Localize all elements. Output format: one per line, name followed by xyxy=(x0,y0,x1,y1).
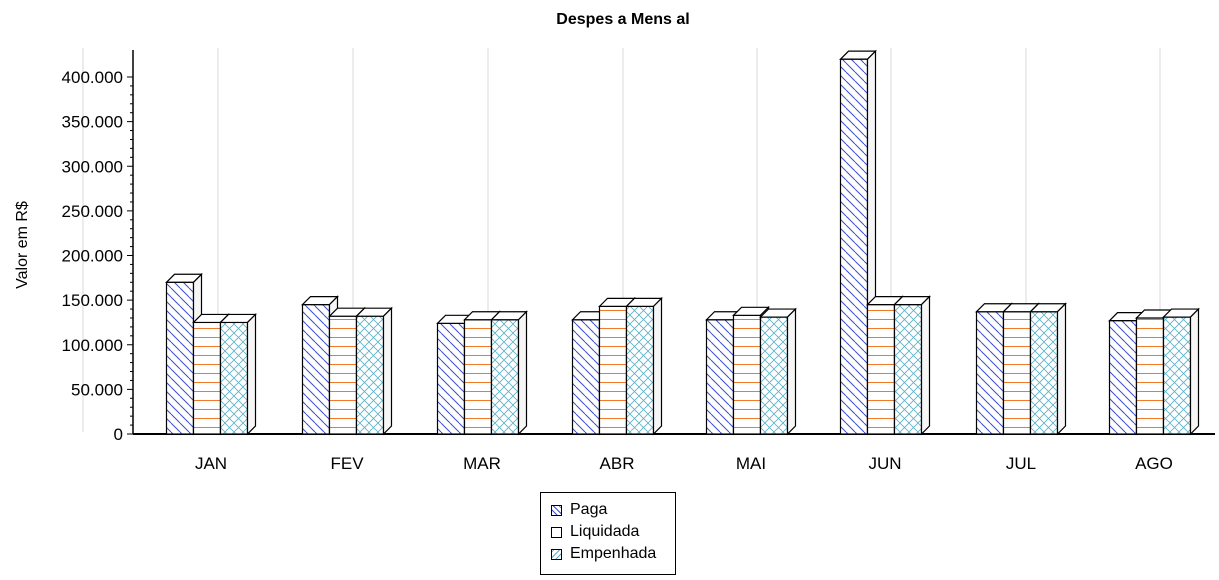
legend-label-paga: Paga xyxy=(570,501,608,518)
bar-empenhada-abr xyxy=(625,296,663,436)
y-tick-label: 150.000 xyxy=(62,291,123,310)
bar-empenhada-mai xyxy=(759,307,797,436)
y-tick-label: 250.000 xyxy=(62,202,123,221)
bar-paga-abr xyxy=(571,310,609,436)
x-tick-label: JAN xyxy=(195,454,227,473)
y-tick-label: 350.000 xyxy=(62,113,123,132)
bar-empenhada-jul xyxy=(1029,302,1067,436)
x-tick-label: JUN xyxy=(868,454,901,473)
x-tick-label: ABR xyxy=(600,454,635,473)
bar-empenhada-jan xyxy=(219,312,257,436)
legend-label-liquidada: Liquidada xyxy=(570,523,640,540)
legend-item-empenhada: Empenhada xyxy=(551,543,675,565)
tick-labels: 0 50.000 100.000 150.000 200.000 250.000 300.0… xyxy=(62,68,1173,473)
legend: Paga Liquidada Empenhada xyxy=(540,492,676,575)
bar-empenhada-jun xyxy=(893,295,931,436)
legend-item-liquidada: Liquidada xyxy=(551,521,675,543)
bar-empenhada-mar xyxy=(490,310,528,436)
x-tick-label: MAI xyxy=(736,454,766,473)
y-tick-label: 200.000 xyxy=(62,247,123,266)
legend-swatch-paga xyxy=(551,504,562,516)
bars xyxy=(165,49,1200,436)
legend-item-paga: Paga xyxy=(551,499,675,521)
y-tick-label: 50.000 xyxy=(71,380,123,399)
x-tick-label: MAR xyxy=(463,454,501,473)
legend-swatch-liquidada xyxy=(551,526,562,538)
x-tick-label: FEV xyxy=(330,454,364,473)
legend-label-empenhada: Empenhada xyxy=(570,545,657,562)
y-tick-label: 300.000 xyxy=(62,157,123,176)
y-tick-label: 400.000 xyxy=(62,68,123,87)
y-tick-label: 0 xyxy=(114,425,123,444)
gridlines xyxy=(82,48,1161,432)
y-axis-label: Valor em R$ xyxy=(14,201,31,289)
chart-title: Despes a Mens al xyxy=(556,11,689,28)
x-tick-label: AGO xyxy=(1135,454,1173,473)
x-tick-label: JUL xyxy=(1006,454,1036,473)
y-tick-label: 100.000 xyxy=(62,336,123,355)
bar-empenhada-ago xyxy=(1162,307,1200,436)
legend-swatch-empenhada xyxy=(551,548,562,560)
bar-empenhada-fev xyxy=(355,306,393,436)
